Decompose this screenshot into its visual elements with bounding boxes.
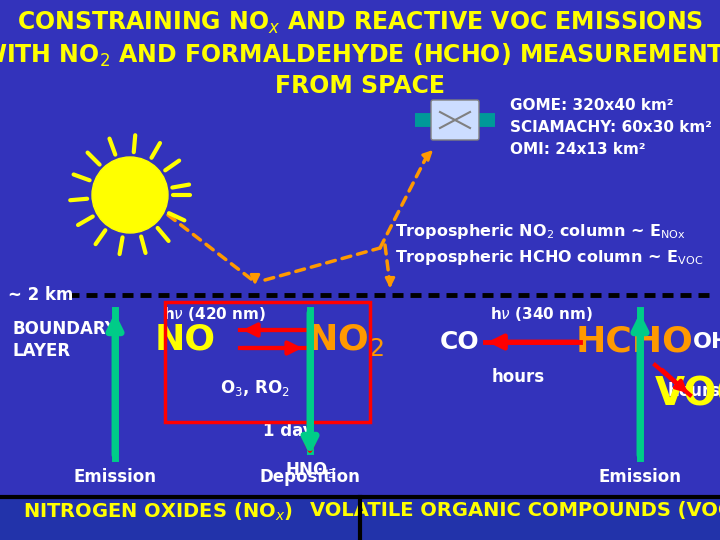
- Text: CONSTRAINING NO$_x$ AND REACTIVE VOC EMISSIONS: CONSTRAINING NO$_x$ AND REACTIVE VOC EMI…: [17, 10, 703, 36]
- Text: GOME: 320x40 km²
SCIAMACHY: 60x30 km²
OMI: 24x13 km²: GOME: 320x40 km² SCIAMACHY: 60x30 km² OM…: [510, 98, 712, 157]
- Text: NO: NO: [154, 323, 215, 357]
- FancyBboxPatch shape: [431, 100, 479, 140]
- Text: Emission: Emission: [73, 468, 156, 486]
- Text: Tropospheric HCHO column ~ E$_{\rm VOC}$: Tropospheric HCHO column ~ E$_{\rm VOC}$: [395, 248, 703, 267]
- Text: Tropospheric NO$_2$ column ~ E$_{\rm NOx}$: Tropospheric NO$_2$ column ~ E$_{\rm NOx…: [395, 222, 685, 241]
- Text: HNO$_3$: HNO$_3$: [284, 460, 336, 480]
- Text: Deposition: Deposition: [260, 468, 361, 486]
- FancyBboxPatch shape: [0, 497, 720, 540]
- Text: VOC: VOC: [654, 376, 720, 414]
- Text: NITROGEN OXIDES (NO$_x$): NITROGEN OXIDES (NO$_x$): [24, 501, 293, 523]
- Text: BOUNDARY
LAYER: BOUNDARY LAYER: [12, 320, 117, 360]
- Text: HCHO: HCHO: [576, 325, 694, 359]
- Text: Emission: Emission: [598, 468, 682, 486]
- Text: NO$_2$: NO$_2$: [307, 322, 384, 358]
- Text: ~ 2 km: ~ 2 km: [8, 286, 73, 304]
- Text: CO: CO: [440, 330, 480, 354]
- Text: 1 day: 1 day: [263, 422, 313, 440]
- Text: FROM SPACE: FROM SPACE: [275, 74, 445, 98]
- Text: WITH NO$_2$ AND FORMALDEHYDE (HCHO) MEASUREMENTS: WITH NO$_2$ AND FORMALDEHYDE (HCHO) MEAS…: [0, 42, 720, 69]
- Text: h$\nu$ (420 nm): h$\nu$ (420 nm): [163, 305, 266, 323]
- Text: VOLATILE ORGANIC COMPOUNDS (VOC): VOLATILE ORGANIC COMPOUNDS (VOC): [310, 501, 720, 520]
- Text: hours: hours: [668, 382, 720, 400]
- Text: h$\nu$ (340 nm): h$\nu$ (340 nm): [490, 305, 593, 323]
- Text: OH: OH: [693, 332, 720, 352]
- Text: O$_3$, RO$_2$: O$_3$, RO$_2$: [220, 378, 290, 398]
- Circle shape: [92, 157, 168, 233]
- Text: hours: hours: [492, 368, 544, 386]
